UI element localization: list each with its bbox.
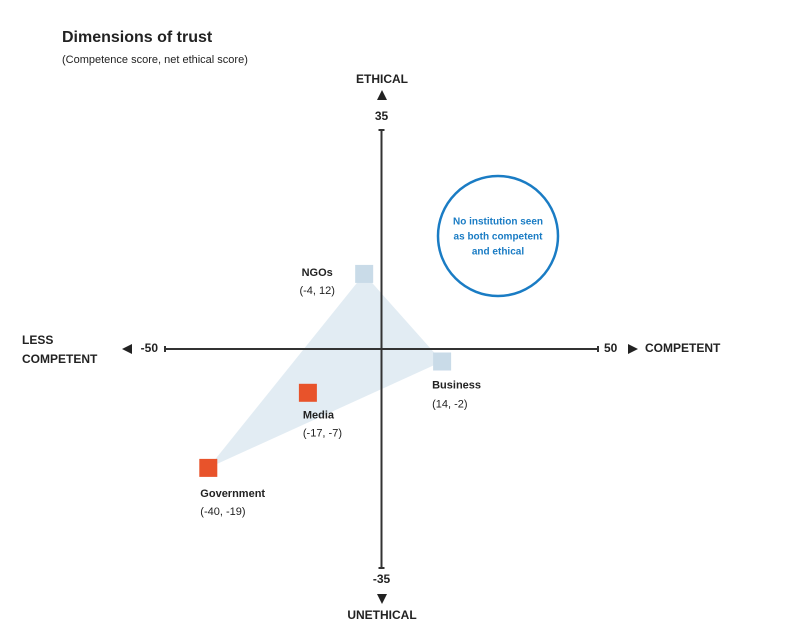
- arrow-up: [377, 90, 387, 100]
- shaded-area: [208, 273, 443, 468]
- x-tick-label: 50: [604, 341, 618, 355]
- x-axis-label-left: COMPETENT: [22, 352, 98, 366]
- value-label: (-40, -19): [200, 506, 245, 518]
- value-label: (14, -2): [432, 398, 467, 410]
- chart-title: Dimensions of trust: [62, 29, 213, 46]
- annotation-circle: [436, 174, 560, 298]
- annotation: as both competent: [454, 232, 544, 243]
- x-axis-label-left: LESS: [22, 333, 53, 347]
- arrow-down: [377, 594, 387, 604]
- x-axis-label-right: COMPETENT: [645, 341, 721, 355]
- arrow-right: [628, 344, 638, 354]
- y-tick-label: -35: [373, 572, 391, 586]
- point-label: NGOs: [302, 267, 333, 279]
- x-tick-label: -50: [141, 341, 159, 355]
- value-label: (-4, 12): [299, 285, 334, 297]
- point-label: Government: [200, 488, 265, 500]
- point-label: Business: [432, 379, 481, 391]
- point: [298, 383, 317, 402]
- value-label: (-17, -7): [303, 428, 342, 440]
- chart-subtitle: (Competence score, net ethical score): [62, 54, 248, 66]
- y-axis-label-bottom: UNETHICAL: [347, 608, 416, 622]
- annotation: and ethical: [472, 247, 524, 258]
- arrow-left: [122, 344, 132, 354]
- point: [199, 458, 218, 477]
- point: [433, 352, 452, 371]
- y-tick-label: 35: [375, 109, 389, 123]
- point: [355, 264, 374, 283]
- point-label: Media: [303, 410, 335, 422]
- y-axis-label-top: ETHICAL: [356, 72, 408, 86]
- annotation: No institution seen: [453, 217, 543, 228]
